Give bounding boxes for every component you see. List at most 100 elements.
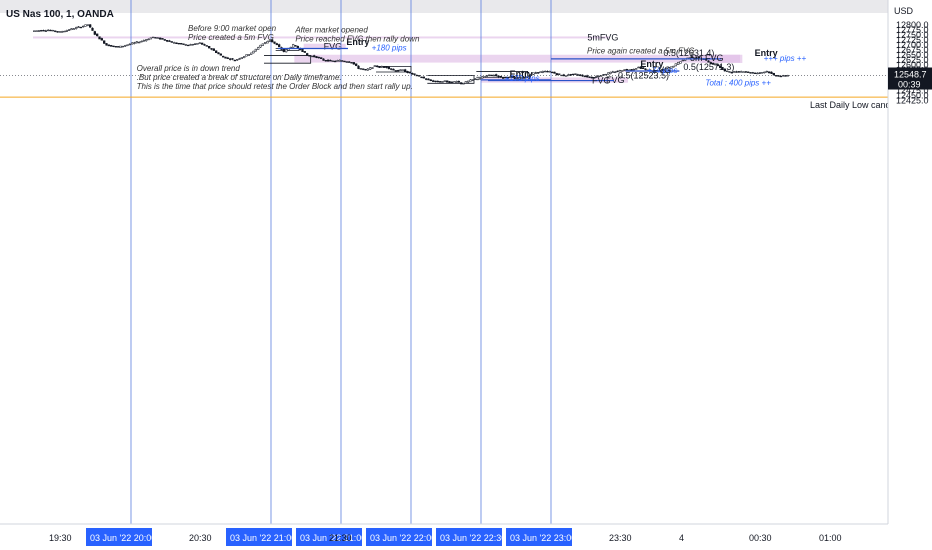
candle-body [79, 26, 82, 29]
candle-body [441, 81, 444, 83]
candle-body [182, 43, 185, 45]
candle-body [390, 68, 393, 70]
candle-body [467, 80, 470, 83]
candle-body [77, 26, 80, 28]
candle-body [469, 79, 472, 82]
candle-body [133, 42, 136, 44]
candle-body [558, 73, 561, 75]
fvg-zone [303, 43, 346, 49]
candle-body [768, 71, 771, 74]
candle-body [422, 76, 425, 79]
candle-body [364, 69, 367, 71]
time-tick-label: 03 Jun '22 21:00 [230, 533, 296, 543]
candle-body [306, 53, 309, 56]
candle-body [348, 61, 351, 63]
candle-body [586, 75, 589, 78]
candle-body [219, 53, 222, 56]
pips-label: +180 pips [372, 44, 407, 53]
candle-body [168, 40, 171, 42]
price-tick-label: 12700.0 [896, 40, 929, 50]
entry-label: Entry [346, 37, 369, 47]
candle-body [65, 30, 68, 32]
candle-body [749, 72, 752, 74]
fib-level-label: 0.5(12523.5) [618, 71, 669, 81]
candle-body [478, 78, 481, 80]
candle-body [135, 41, 138, 44]
candle-body [35, 30, 38, 32]
candle-body [156, 37, 159, 39]
candle-body [268, 40, 271, 42]
candle-body [54, 30, 57, 32]
time-tick-label: 03 Jun '22 22:00 [370, 533, 436, 543]
candle-body [597, 75, 600, 78]
candle-body [140, 40, 143, 43]
candle-body [324, 60, 327, 62]
candle-body [765, 70, 768, 73]
candle-body [670, 66, 673, 69]
candle-body [770, 71, 773, 74]
candle-body [733, 71, 736, 73]
candle-body [611, 71, 614, 73]
candle-body [126, 44, 129, 46]
candle-body [345, 61, 348, 63]
candle-body [618, 70, 621, 72]
candle-body [303, 51, 306, 53]
candle-body [47, 29, 50, 32]
candle-body [548, 71, 551, 73]
last-price-value: 12548.7 [894, 70, 927, 80]
candle-body [504, 76, 507, 79]
candle-body [226, 57, 229, 59]
candle-body [163, 39, 166, 41]
annotation-pre: Before 9:00 market open Price created a 5… [188, 24, 277, 42]
time-tick-highlight [86, 528, 152, 546]
price-tick-label: 12625.0 [896, 55, 929, 65]
candle-body [716, 64, 719, 67]
fib-level-label: 0.5(12571.3) [683, 62, 734, 72]
time-tick-label: 03 Jun '22 23:00 [510, 533, 576, 543]
candle-body [439, 81, 442, 83]
time-tick-label: 00:30 [749, 533, 772, 543]
fvg-zone-label: FVG [324, 41, 343, 51]
candle-body [446, 80, 449, 83]
candle-body [747, 71, 750, 73]
candle-body [315, 56, 318, 58]
annotation-overall: Overall price is in down trend .But price… [137, 64, 413, 91]
candle-body [196, 43, 199, 45]
candle-body [161, 38, 164, 40]
candle-body [471, 79, 474, 81]
candle-body [254, 48, 257, 52]
candle-body [595, 75, 598, 78]
last-price-tag [888, 67, 932, 90]
candle-body [567, 74, 570, 76]
annotation-line: Overall price is in down trend [137, 64, 241, 73]
price-tick-label: 12450.0 [896, 90, 929, 100]
candle-body [541, 71, 544, 73]
candle-body [58, 31, 61, 33]
candle-body [252, 50, 255, 54]
candle-body [245, 54, 248, 57]
candle-body [243, 56, 246, 58]
candle-body [259, 44, 262, 48]
candle-body [462, 83, 465, 85]
candle-body [72, 28, 75, 30]
price-tick-label: 12425.0 [896, 95, 929, 105]
candle-body [616, 70, 619, 73]
fvg-zone-label: FVG [606, 75, 625, 85]
candle-body [44, 30, 47, 32]
candle-body [425, 78, 428, 80]
candle-body [497, 75, 500, 78]
candle-body [516, 77, 519, 80]
candle-body [308, 55, 311, 57]
candle-body [744, 71, 747, 73]
top-band [0, 0, 888, 13]
candle-body [170, 41, 173, 43]
candle-body [84, 24, 87, 27]
candle-body [786, 75, 789, 77]
annotation-line: This is the time that price should retes… [137, 82, 413, 91]
candle-body [625, 69, 628, 71]
candle-body [758, 72, 761, 74]
candle-body [572, 73, 575, 76]
candle-body [443, 80, 446, 82]
candle-body [742, 71, 745, 73]
candle-body [677, 61, 680, 65]
